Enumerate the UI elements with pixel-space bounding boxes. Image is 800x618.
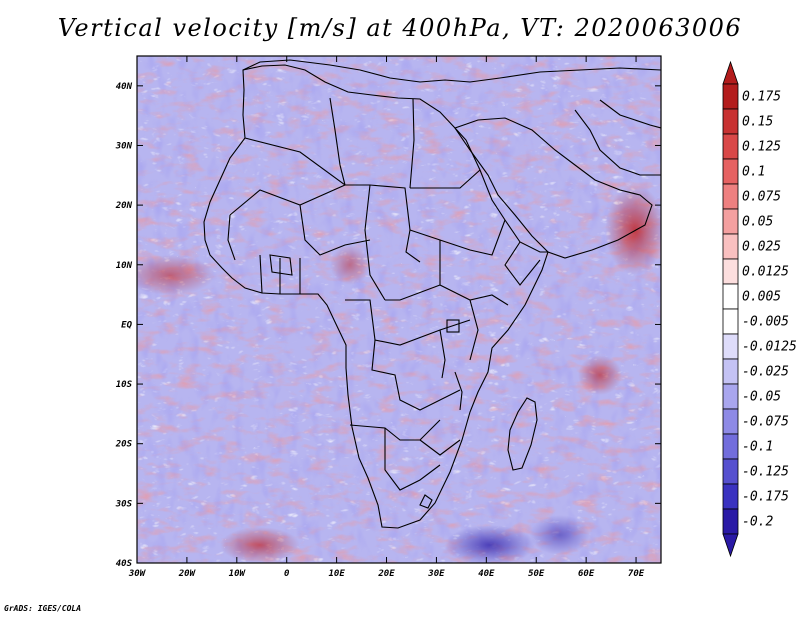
africa-coastline <box>203 64 549 529</box>
colorbar-bin <box>722 308 739 335</box>
lon-tick-label: 10E <box>328 569 345 579</box>
lon-tick-label: 30E <box>427 569 445 579</box>
colorbar-label: -0.05 <box>742 390 781 405</box>
lat-tick-label: 30N <box>115 141 133 151</box>
vertical-velocity-field <box>137 56 661 563</box>
colorbar-bin <box>722 108 739 135</box>
colorbar-label: -0.175 <box>742 490 789 505</box>
colorbar-label: 0.075 <box>742 190 781 205</box>
colorbar-bin <box>722 133 739 160</box>
colorbar-bin <box>722 233 739 260</box>
lat-tick-label: EQ <box>121 320 132 330</box>
lat-axis: 40N 30N 20N 10N EQ 10S 20S 30S 40S <box>115 82 661 569</box>
lon-tick-label: 40E <box>478 569 495 579</box>
colorbar: 0.175 0.15 0.125 0.1 0.075 0.05 0.025 0.0125 0.0… <box>722 60 797 558</box>
colorbar-top-arrow <box>722 60 739 85</box>
lon-tick-label: 70E <box>628 569 645 579</box>
colorbar-label: 0.175 <box>742 90 781 105</box>
grads-credit: GrADS: IGES/COLA <box>4 604 82 613</box>
chart-title: Vertical velocity [m/s] at 400hPa, VT: 2… <box>57 14 743 42</box>
colorbar-label: 0.125 <box>742 140 781 155</box>
colorbar-label: 0.0125 <box>742 265 789 280</box>
colorbar-label: 0.005 <box>742 290 781 305</box>
lon-tick-label: 60E <box>578 569 595 579</box>
lat-tick-label: 40N <box>116 82 133 92</box>
coastline-borders <box>203 59 661 529</box>
colorbar-bin <box>722 433 739 460</box>
colorbar-bin <box>722 408 739 435</box>
plot-frame <box>136 55 662 564</box>
colorbar-bin <box>722 83 739 110</box>
europe-coastline <box>242 59 661 83</box>
colorbar-bin <box>722 383 739 410</box>
lat-tick-label: 30S <box>115 499 133 509</box>
lon-tick-label: 20W <box>178 569 197 579</box>
lon-axis: 30W 20W 10W 0 10E 20E 30E 40E 50E 60E 70E <box>128 56 645 579</box>
colorbar-bottom-arrow <box>722 533 739 558</box>
colorbar-label: -0.0125 <box>742 340 797 355</box>
colorbar-bin <box>722 258 739 285</box>
colorbar-label: -0.125 <box>742 465 789 480</box>
colorbar-label: -0.005 <box>742 315 789 330</box>
colorbar-label: -0.2 <box>742 515 773 530</box>
colorbar-label: 0.1 <box>742 165 765 180</box>
colorbar-bin <box>722 208 739 235</box>
colorbar-label: 0.025 <box>742 240 781 255</box>
colorbar-bin <box>722 358 739 385</box>
madagascar-coastline <box>507 397 538 471</box>
colorbar-label: -0.075 <box>742 415 789 430</box>
lon-tick-label: 20E <box>377 569 395 579</box>
lat-tick-label: 10S <box>116 380 133 390</box>
colorbar-bin <box>722 458 739 485</box>
colorbar-bin <box>722 158 739 185</box>
lon-tick-label: 0 <box>284 569 290 579</box>
colorbar-label: -0.025 <box>742 365 789 380</box>
colorbar-bin <box>722 508 739 535</box>
lat-tick-label: 40S <box>116 559 133 569</box>
lon-tick-label: 30W <box>128 569 147 579</box>
colorbar-label: 0.05 <box>742 215 773 230</box>
lon-tick-label: 50E <box>528 569 545 579</box>
colorbar-bin <box>722 333 739 360</box>
colorbar-bin <box>722 283 739 310</box>
lat-tick-label: 20S <box>115 440 133 450</box>
lat-tick-label: 10N <box>116 261 133 271</box>
colorbar-bin <box>722 483 739 510</box>
arabia-coastline <box>454 117 653 259</box>
colorbar-label: -0.1 <box>742 440 773 455</box>
lon-tick-label: 10W <box>229 569 247 579</box>
colorbar-label: 0.15 <box>742 115 773 130</box>
colorbar-bin <box>722 183 739 210</box>
lat-tick-label: 20N <box>115 201 133 211</box>
